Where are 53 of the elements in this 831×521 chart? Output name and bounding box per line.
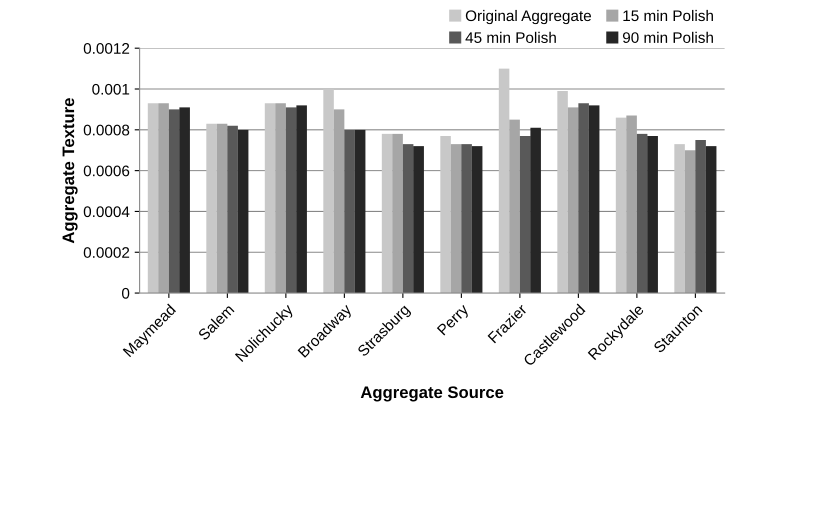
bar xyxy=(706,146,716,294)
bar xyxy=(674,144,685,294)
bar xyxy=(413,146,424,294)
bar xyxy=(206,124,217,294)
y-tick-label: 0.0006 xyxy=(84,165,130,176)
bar xyxy=(238,130,248,294)
bar xyxy=(382,134,392,294)
bar xyxy=(684,150,696,294)
bar xyxy=(344,130,355,294)
bar xyxy=(334,109,344,294)
bar xyxy=(695,140,706,294)
y-axis-title: Aggregate Texture xyxy=(62,98,78,244)
bar xyxy=(286,107,296,294)
x-axis-title: Aggregate Source xyxy=(360,386,504,402)
bar xyxy=(440,136,451,294)
bar xyxy=(227,126,238,294)
bar xyxy=(179,107,190,294)
legend-label: 90 min Polish xyxy=(622,32,713,44)
bar xyxy=(168,109,180,294)
bar xyxy=(216,124,228,294)
bar xyxy=(498,68,510,294)
bar xyxy=(616,118,626,294)
bar xyxy=(461,144,472,294)
y-tick-label: 0.0008 xyxy=(84,124,130,136)
y-tick-label: 0.0002 xyxy=(84,247,130,258)
bar xyxy=(148,103,158,294)
bar xyxy=(264,103,276,294)
bar xyxy=(296,105,307,294)
bar xyxy=(520,136,530,294)
bar xyxy=(323,89,334,294)
bar xyxy=(472,146,482,294)
y-tick-label: 0.0012 xyxy=(84,43,130,54)
y-tick-label: 0.0004 xyxy=(84,206,130,218)
bar xyxy=(275,103,286,294)
y-tick-label: 0.001 xyxy=(92,84,130,95)
bar xyxy=(354,130,366,294)
bar xyxy=(568,107,578,294)
bar xyxy=(392,134,403,294)
bar xyxy=(509,120,520,294)
bar xyxy=(636,134,648,294)
bar xyxy=(626,116,637,294)
bar xyxy=(647,136,658,294)
bar xyxy=(530,128,541,294)
bar xyxy=(578,103,589,294)
legend-label: 15 min Polish xyxy=(623,10,713,22)
bar xyxy=(158,103,169,294)
bar xyxy=(402,144,414,294)
bar xyxy=(557,91,568,294)
legend-label: Original Aggregate xyxy=(466,10,592,24)
bar xyxy=(588,105,600,294)
bar xyxy=(450,144,462,294)
legend-label: 45 min Polish xyxy=(465,32,556,44)
y-tick-label: 0 xyxy=(122,288,130,299)
